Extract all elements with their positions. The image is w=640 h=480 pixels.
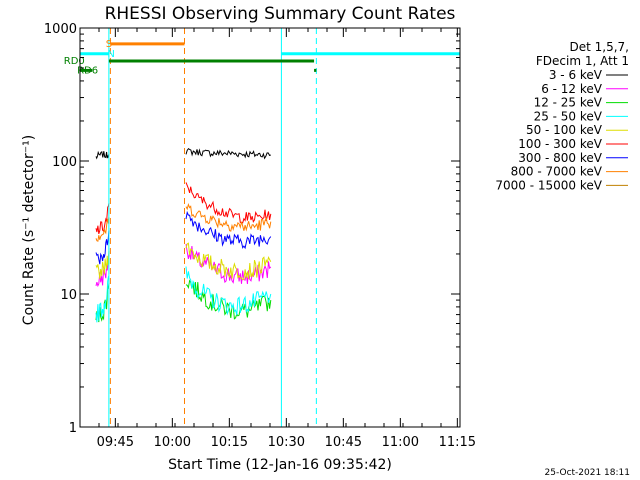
series-line-6-12-kev-segment-2 [185, 244, 272, 284]
x-tick-label-09-45: 09:45 [97, 435, 134, 450]
plot-data-layer [95, 148, 272, 323]
x-tick-label-11-15: 11:15 [439, 435, 476, 450]
series-line-50-100-kev-segment-2 [185, 242, 272, 281]
series-line-300-800-kev-segment-2 [185, 210, 272, 250]
x-axis-label: Start Time (12-Jan-16 09:35:42) [168, 457, 392, 473]
y-tick-label-10: 10 [60, 288, 77, 303]
legend-label-7000-15000-kev: 7000 - 15000 keV [495, 178, 602, 192]
legend-label-100-300-kev: 100 - 300 keV [518, 137, 602, 151]
series-line-3-6-kev-segment-1 [95, 150, 110, 160]
x-tick-label-10-00: 10:00 [154, 435, 191, 450]
legend-label-50-100-kev: 50 - 100 keV [526, 123, 603, 137]
legend-label-25-50-kev: 25 - 50 keV [534, 109, 603, 123]
series-line-3-6-kev-segment-2 [185, 148, 271, 160]
y-tick-label-1: 1 [69, 421, 77, 436]
status-bar-label-s: S [106, 39, 112, 50]
legend-label-6-12-kev: 6 - 12 keV [541, 82, 603, 96]
legend-title-line-2: FDecim 1, Att 1 [536, 54, 629, 68]
status-bar-label-n: N [107, 49, 114, 60]
status-bar-label-rd6: RD6 [77, 65, 98, 76]
status-bar-label-rd0: RD0 [64, 56, 85, 67]
legend-label-300-800-kev: 300 - 800 keV [518, 151, 602, 165]
legend-title-line-1: Det 1,5,7, [570, 40, 630, 54]
x-tick-label-10-15: 10:15 [211, 435, 248, 450]
series-line-50-100-kev-segment-1 [95, 251, 110, 280]
series-line-100-300-kev-segment-2 [185, 182, 272, 224]
x-tick-label-10-45: 10:45 [325, 435, 362, 450]
x-tick-label-11-00: 11:00 [382, 435, 419, 450]
y-tick-label-1000: 1000 [44, 22, 77, 37]
x-tick-label-10-30: 10:30 [268, 435, 305, 450]
legend-label-800-7000-kev: 800 - 7000 keV [511, 165, 603, 179]
chart-title: RHESSI Observing Summary Count Rates [105, 4, 456, 24]
legend-label-12-25-kev: 12 - 25 keV [534, 96, 603, 110]
series-line-12-25-kev-segment-2 [185, 279, 272, 320]
series-line-25-50-kev-segment-2 [185, 266, 272, 316]
series-line-800-7000-kev-segment-1 [95, 216, 110, 242]
y-tick-label-100: 100 [52, 155, 77, 170]
series-line-800-7000-kev-segment-2 [185, 203, 272, 232]
series-line-100-300-kev-segment-1 [95, 203, 110, 235]
legend-label-3-6-kev: 3 - 6 keV [549, 68, 603, 82]
series-line-25-50-kev-segment-1 [95, 275, 110, 323]
series-line-300-800-kev-segment-1 [95, 230, 110, 265]
generation-timestamp: 25-Oct-2021 18:11 [545, 468, 630, 478]
y-axis-label: Count Rate (s⁻¹ detector⁻¹) [21, 135, 37, 325]
